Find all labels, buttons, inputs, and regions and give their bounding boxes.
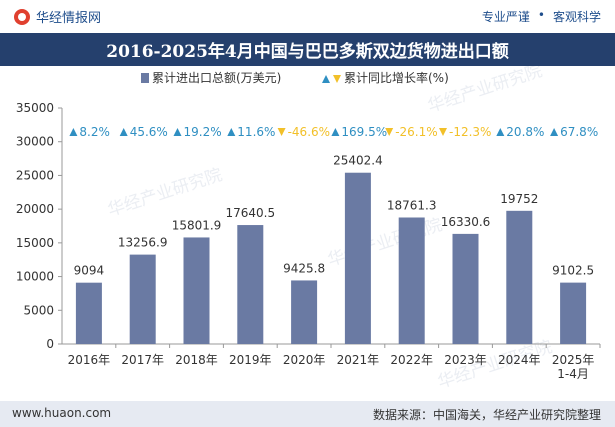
growth-up-triangle-icon <box>550 128 559 136</box>
growth-up-triangle-icon <box>69 128 78 136</box>
x-tick-label: 2019年 <box>229 353 272 367</box>
x-tick-label: 2018年 <box>175 353 218 367</box>
slogan-left: 专业严谨 <box>481 10 530 24</box>
growth-rate-label: 11.6% <box>237 125 275 139</box>
x-tick-label: 2024年 <box>498 353 541 367</box>
bar <box>344 172 371 344</box>
bar-value-label: 13256.9 <box>118 236 168 250</box>
footer-website: www.huaon.com <box>12 406 112 420</box>
x-tick-label: 2025年 <box>552 353 595 367</box>
legend-label-growth: 累计同比增长率(%) <box>344 70 449 85</box>
x-tick-label: 2017年 <box>121 353 164 367</box>
y-tick-label: 0 <box>46 337 54 351</box>
growth-rate-label: 8.2% <box>79 125 110 139</box>
bar-value-label: 9102.5 <box>552 264 594 278</box>
bar-value-label: 16330.6 <box>441 215 491 229</box>
bar <box>506 210 533 344</box>
brand: 华经情报网 <box>14 7 101 26</box>
bar <box>398 217 425 344</box>
brand-logo-icon <box>14 8 30 25</box>
legend-up-triangle-icon <box>322 75 330 83</box>
top-bar: 华经情报网 专业严谨 • 客观科学 <box>0 0 615 33</box>
growth-up-triangle-icon <box>331 128 340 136</box>
growth-rate-label: -46.6% <box>288 125 330 139</box>
bar-value-label: 25402.4 <box>333 154 383 168</box>
growth-rate-label: -12.3% <box>449 125 491 139</box>
y-tick-label: 30000 <box>16 135 54 149</box>
legend-label-total: 累计进出口总额(万美元) <box>152 71 281 85</box>
bar-value-label: 9094 <box>74 264 105 278</box>
growth-up-triangle-icon <box>173 128 182 136</box>
footer: www.huaon.com 数据来源：中国海关，华经产业研究院整理 <box>0 401 615 427</box>
growth-rate-label: 67.8% <box>560 125 598 139</box>
x-tick-label: 2021年 <box>337 353 380 367</box>
bar <box>237 225 264 344</box>
y-tick-label: 5000 <box>23 303 54 317</box>
bar-value-label: 17640.5 <box>225 206 275 220</box>
bar <box>75 282 102 344</box>
bar <box>560 282 587 344</box>
bar <box>452 233 479 344</box>
bar-value-label: 9425.8 <box>283 261 325 275</box>
growth-down-triangle-icon <box>277 128 286 136</box>
chart-title: 2016-2025年4月中国与巴巴多斯双边货物进出口额 <box>106 42 509 62</box>
slogan-right: 客观科学 <box>552 10 601 24</box>
growth-rate-label: -26.1% <box>395 125 437 139</box>
bar <box>129 254 156 344</box>
slogan-separator: • <box>537 8 545 22</box>
growth-down-triangle-icon <box>439 128 447 136</box>
y-tick-label: 35000 <box>16 101 54 115</box>
bar <box>291 280 318 344</box>
brand-name: 华经情报网 <box>36 11 102 26</box>
x-tick-label: 2020年 <box>283 353 326 367</box>
y-tick-label: 20000 <box>16 202 54 216</box>
watermark-text: 华经产业研究院 <box>105 165 224 221</box>
footer-source: 数据来源：中国海关，华经产业研究院整理 <box>372 408 601 422</box>
title-bar: 2016-2025年4月中国与巴巴多斯双边货物进出口额 <box>0 33 615 66</box>
growth-rate-label: 45.6% <box>130 125 168 139</box>
x-tick-label: 2022年 <box>390 353 433 367</box>
legend-swatch-total <box>141 73 149 83</box>
bars <box>75 172 587 344</box>
growth-down-triangle-icon <box>385 128 394 136</box>
legend-down-triangle-icon <box>333 75 341 83</box>
growth-up-triangle-icon <box>119 128 128 136</box>
growth-rate-label: 169.5% <box>341 125 387 139</box>
bar-value-label: 18761.3 <box>387 198 437 212</box>
growth-rate-label: 20.8% <box>506 125 544 139</box>
growth-rate-label: 19.2% <box>184 125 222 139</box>
growth-up-triangle-icon <box>227 128 236 136</box>
y-tick-label: 10000 <box>16 270 54 284</box>
bar-value-label: 15801.9 <box>172 218 222 232</box>
y-tick-label: 25000 <box>16 168 54 182</box>
watermark-text: 华经产业研究院 <box>325 215 444 271</box>
bar <box>183 237 210 344</box>
y-tick-label: 15000 <box>16 236 54 250</box>
growth-up-triangle-icon <box>496 128 505 136</box>
bar-value-label: 19752 <box>500 192 538 206</box>
x-tick-label: 2016年 <box>68 353 111 367</box>
x-tick-label: 2023年 <box>444 353 487 367</box>
growth-row: 8.2% 45.6% 19.2% 11.6% -46.6% 169.5% -26.1% -12… <box>69 125 598 139</box>
x-tick-label: 1-4月 <box>557 367 589 381</box>
slogan: 专业严谨 • 客观科学 <box>482 8 601 25</box>
legend: 累计进出口总额(万美元) 累计同比增长率(%) <box>141 70 449 85</box>
